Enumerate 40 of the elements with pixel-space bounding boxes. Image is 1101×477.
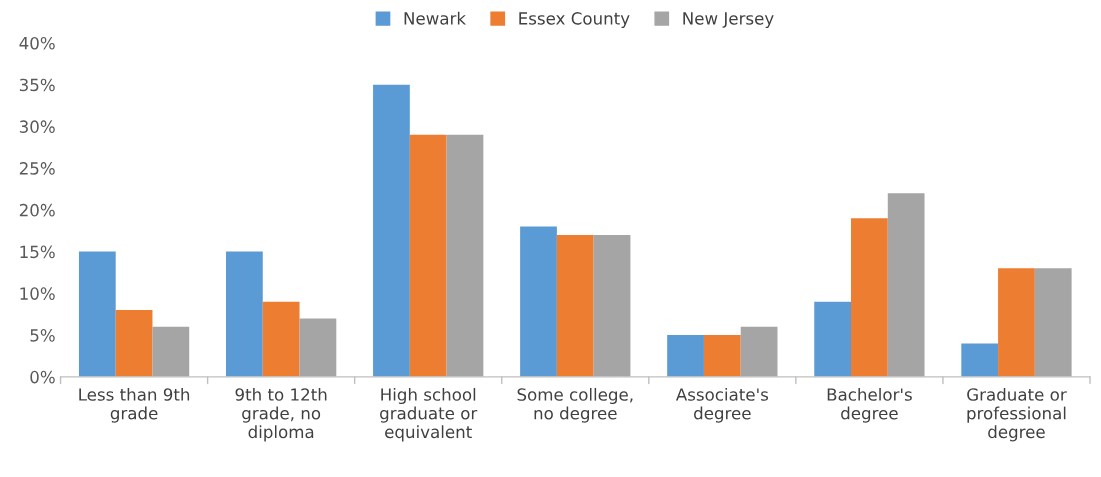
y-tick-label: 30% [19,120,55,133]
x-tick-label: Graduate or professional degree [967,387,1067,442]
bar [226,251,263,377]
bar [1034,268,1072,377]
y-tick-label: 0% [30,370,55,384]
bar [262,301,300,377]
bar [814,301,852,377]
legend-label: New Jersey [683,12,774,28]
y-tick-label: 25% [19,162,55,175]
bar [667,335,704,377]
x-tick-label: High school graduate or equivalent [380,387,478,442]
bar [556,234,594,377]
x-tick-label: 9th to 12th grade, no diploma [235,387,327,442]
x-tick-label: Associate's degree [675,387,769,423]
legend-label: Essex County [519,12,630,28]
bar [887,193,925,377]
legend-label: Newark [404,11,466,25]
bar [998,268,1035,377]
y-tick-label: 5% [30,329,55,342]
bar [961,343,999,377]
bar [593,234,631,377]
bar [446,134,484,377]
x-tick-label: Less than 9th grade [79,387,190,423]
bar [703,335,741,377]
bar [740,326,778,377]
bar [78,251,116,377]
bar [851,218,888,377]
bar [152,326,190,377]
y-tick-label: 10% [20,287,55,300]
y-tick-label: 15% [20,245,55,259]
bar [115,310,153,377]
y-tick-label: 20% [19,203,55,217]
x-tick-label: Bachelor's degree [827,387,912,423]
x-tick-label: Some college, no degree [517,387,633,423]
bar [299,318,337,377]
y-tick-label: 35% [19,78,55,92]
bar [409,134,447,377]
bar [373,84,410,377]
bar [520,226,557,377]
y-tick-label: 40% [19,36,55,50]
